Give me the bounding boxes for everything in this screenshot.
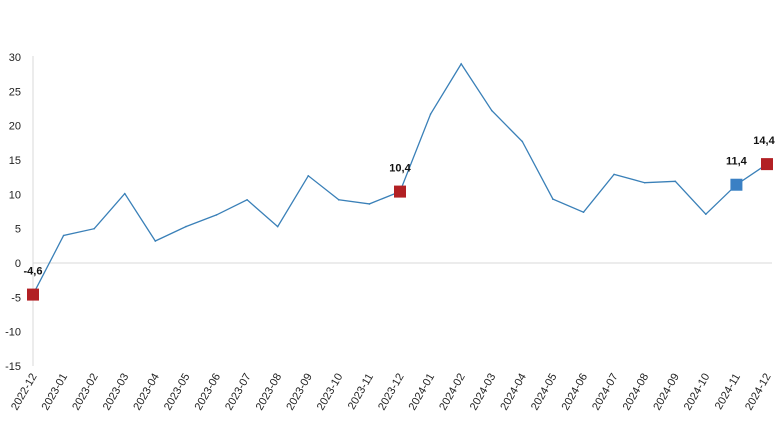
x-tick-label: 2023-03 bbox=[101, 372, 132, 413]
y-tick-label: 10 bbox=[9, 189, 21, 201]
data-label: 11,4 bbox=[726, 156, 748, 168]
series-line bbox=[32, 62, 768, 295]
data-point bbox=[490, 109, 493, 112]
x-tick-label: 2023-02 bbox=[70, 372, 101, 413]
data-point bbox=[643, 181, 646, 184]
highlight-marker bbox=[394, 185, 406, 198]
y-tick-label: -15 bbox=[5, 361, 21, 373]
x-tick-label: 2024-02 bbox=[437, 372, 468, 413]
x-tick-label: 2024-05 bbox=[529, 372, 560, 413]
data-point bbox=[368, 203, 371, 205]
highlight-marker bbox=[27, 288, 39, 301]
data-point bbox=[674, 180, 677, 183]
data-point bbox=[215, 214, 218, 216]
x-tick-label: 2024-07 bbox=[590, 372, 621, 413]
y-tick-labels: -15 -10 -5 0 5 10 15 20 25 30 bbox=[5, 52, 21, 373]
y-tick-label: 30 bbox=[9, 52, 21, 64]
x-tick-label: 2024-08 bbox=[621, 372, 652, 413]
data-point bbox=[582, 211, 585, 213]
data-label: 14,4 bbox=[753, 135, 775, 147]
data-point bbox=[185, 225, 187, 228]
y-tick-label: 15 bbox=[9, 155, 21, 167]
highlight-marker bbox=[730, 178, 743, 191]
x-tick-label: 2023-06 bbox=[193, 372, 224, 413]
y-tick-label: 5 bbox=[15, 224, 21, 236]
data-point bbox=[705, 213, 707, 216]
x-tick-labels: 2022-12 2023-01 2023-02 2023-03 2023-04 2023-… bbox=[9, 372, 774, 413]
data-points bbox=[32, 63, 768, 296]
data-point bbox=[613, 173, 615, 176]
data-point bbox=[307, 174, 310, 177]
x-tick-label: 2023-11 bbox=[346, 372, 376, 412]
x-tick-label: 2023-05 bbox=[162, 372, 193, 413]
x-tick-label: 2023-07 bbox=[223, 372, 254, 413]
data-point bbox=[460, 63, 462, 65]
x-tick-label: 2024-03 bbox=[468, 372, 499, 413]
x-tick-label: 2024-01 bbox=[407, 372, 438, 413]
highlight-marker bbox=[761, 158, 773, 171]
y-tick-label: 25 bbox=[9, 86, 21, 98]
x-tick-label: 2023-09 bbox=[284, 372, 315, 413]
data-label: -4,6 bbox=[24, 266, 43, 278]
data-point bbox=[338, 199, 340, 201]
data-point bbox=[123, 192, 126, 195]
y-tick-label: 0 bbox=[15, 258, 21, 270]
x-tick-label: 2024-12 bbox=[743, 372, 774, 413]
highlight-markers: -4,6 10,4 11,4 14,4 bbox=[24, 135, 776, 301]
data-point bbox=[276, 225, 279, 228]
x-tick-label: 2023-01 bbox=[40, 372, 71, 413]
x-tick-label: 2023-12 bbox=[376, 372, 407, 413]
x-tick-label: 2023-04 bbox=[131, 372, 162, 413]
data-point bbox=[154, 240, 157, 242]
x-tick-label: 2024-04 bbox=[498, 372, 529, 413]
x-tick-label: 2024-09 bbox=[651, 372, 682, 413]
data-point bbox=[521, 140, 524, 143]
data-point bbox=[93, 227, 95, 230]
x-tick-label: 2023-10 bbox=[315, 372, 346, 413]
data-label: 10,4 bbox=[389, 163, 411, 175]
x-tick-label: 2024-11 bbox=[713, 372, 743, 412]
y-tick-label: -10 bbox=[5, 327, 21, 339]
x-tick-label: 2024-10 bbox=[682, 372, 713, 413]
x-tick-label: 2022-12 bbox=[9, 372, 40, 413]
x-tick-label: 2024-06 bbox=[560, 372, 591, 413]
data-point bbox=[552, 198, 554, 200]
data-point bbox=[62, 234, 65, 237]
y-tick-label: 20 bbox=[9, 121, 21, 133]
x-tick-label: 2023-08 bbox=[254, 372, 285, 413]
data-point bbox=[429, 113, 432, 115]
y-tick-label: -5 bbox=[11, 292, 21, 304]
data-point bbox=[246, 199, 248, 201]
